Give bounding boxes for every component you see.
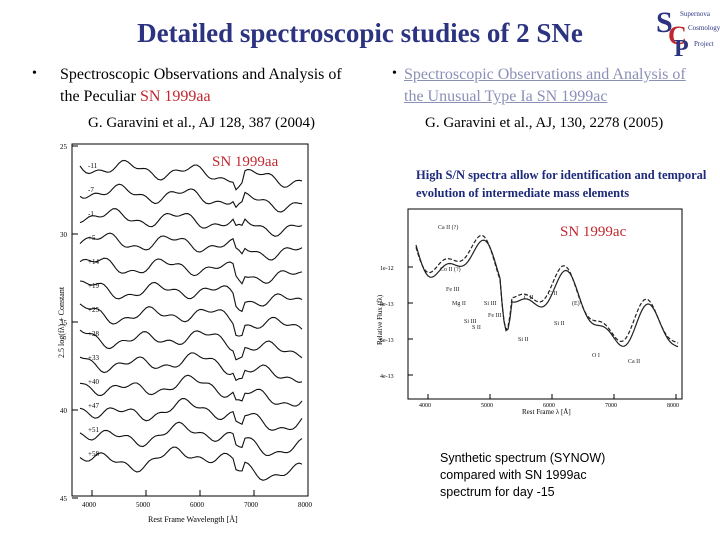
left-bullet: Spectroscopic Observations and Analysis … bbox=[60, 64, 360, 108]
left-bullet-highlight: SN 1999aa bbox=[139, 88, 211, 105]
epoch-label: -11 bbox=[88, 162, 98, 170]
spectrum-line bbox=[79, 280, 303, 313]
svg-text:S: S bbox=[656, 6, 673, 39]
line-id: Fe III bbox=[488, 313, 502, 319]
plot-frame bbox=[407, 208, 683, 400]
spectrum-line bbox=[79, 329, 303, 361]
y-tick-label: 25 bbox=[60, 143, 68, 151]
epoch-label: +14 bbox=[88, 258, 99, 266]
line-id: Si II bbox=[554, 321, 565, 327]
right-citation: G. Garavini et al., AJ, 130, 2278 (2005) bbox=[425, 115, 664, 131]
x-tick-label: 7000 bbox=[605, 403, 617, 409]
scp-logo: S C P Supernova Cosmology Project bbox=[656, 6, 720, 58]
synow-spectrum-line bbox=[415, 234, 679, 344]
line-id: Ca II (?) bbox=[438, 224, 458, 231]
line-id: Mg II bbox=[452, 301, 466, 307]
epoch-label: +47 bbox=[88, 402, 99, 410]
line-id: Ca II bbox=[628, 359, 640, 365]
y-tick-label: 6e-13 bbox=[380, 338, 394, 344]
spectrum-line bbox=[79, 398, 303, 431]
epoch-label: +40 bbox=[88, 378, 99, 386]
plot-frame bbox=[71, 143, 309, 497]
spectrum-line bbox=[79, 374, 303, 407]
y-tick-label: 45 bbox=[60, 495, 68, 503]
spectrum-line bbox=[79, 257, 303, 285]
observed-spectrum-line bbox=[415, 239, 679, 348]
left-x-axis-label: Rest Frame Wavelength [Å] bbox=[148, 515, 238, 524]
spectrum-line bbox=[79, 183, 303, 213]
line-id: O I bbox=[592, 353, 600, 359]
x-tick-label: 5000 bbox=[136, 501, 151, 509]
x-tick-label: 4000 bbox=[419, 403, 431, 409]
sn1999aa-spectra-plot: 25 30 35 40 45 4000 5000 6000 7000 8000 -11 -7 -1 +… bbox=[58, 143, 313, 524]
line-id: S II bbox=[472, 325, 481, 331]
epoch-label: +28 bbox=[88, 330, 99, 338]
x-tick-label: 6000 bbox=[543, 403, 555, 409]
sn1999aa-plot-label: SN 1999aa bbox=[212, 154, 279, 170]
y-tick-label: 4e-13 bbox=[380, 374, 394, 380]
x-tick-label: 6000 bbox=[190, 501, 205, 509]
line-identifications: Ca II (?) Co II (?) Fe III Mg II Si III … bbox=[438, 224, 640, 365]
epoch-label: -1 bbox=[88, 210, 94, 218]
y-tick-label: 30 bbox=[60, 231, 68, 239]
line-id: Fe III bbox=[446, 287, 460, 293]
spectrum-line bbox=[79, 303, 303, 337]
y-tick-label: 8e-13 bbox=[380, 302, 394, 308]
logo-line-3: Project bbox=[694, 40, 714, 48]
epoch-label: +33 bbox=[88, 354, 99, 362]
y-tick-label: 1e-12 bbox=[380, 266, 394, 272]
x-tick-label: 8000 bbox=[298, 501, 313, 509]
x-tick-label: 8000 bbox=[667, 403, 679, 409]
y-tick-label: 40 bbox=[60, 407, 68, 415]
svg-text:P: P bbox=[674, 36, 689, 58]
line-id: Si II bbox=[518, 337, 529, 343]
bullet-dot-left: • bbox=[32, 66, 37, 81]
line-id: Si III bbox=[464, 319, 477, 325]
epoch-label: +19 bbox=[88, 282, 99, 290]
epoch-label: +25 bbox=[88, 306, 99, 314]
x-tick-label: 7000 bbox=[244, 501, 259, 509]
left-y-axis-label: 2.5 log(fλ) + Constant bbox=[58, 286, 66, 358]
synow-caption: Synthetic spectrum (SYNOW) compared with… bbox=[440, 451, 606, 499]
svg-text:C: C bbox=[668, 21, 687, 50]
epoch-label: +5 bbox=[88, 234, 96, 242]
y-tick-label: 35 bbox=[60, 319, 68, 327]
right-x-axis-label: Rest Frame λ [Å] bbox=[522, 408, 571, 416]
epoch-label: +58 bbox=[88, 450, 99, 458]
spectrum-line bbox=[79, 421, 303, 457]
left-citation: G. Garavini et al., AJ 128, 387 (2004) bbox=[88, 115, 316, 131]
line-id: Co II (?) bbox=[440, 266, 461, 273]
bullet-dot-right: • bbox=[392, 66, 397, 81]
left-bullet-text: Spectroscopic Observations and Analysis … bbox=[60, 66, 342, 105]
right-bullet-link[interactable]: Spectroscopic Observations and Analysis … bbox=[404, 66, 686, 105]
spectrum-line bbox=[79, 352, 303, 383]
epoch-label: +51 bbox=[88, 426, 99, 434]
epoch-label: -7 bbox=[88, 186, 94, 194]
spectrum-line bbox=[79, 446, 303, 481]
evolution-note: High S/N spectra allow for identificatio… bbox=[416, 168, 707, 200]
x-tick-label: 4000 bbox=[82, 501, 97, 509]
logo-line-1: Supernova bbox=[680, 10, 711, 18]
x-tick-label: 5000 bbox=[481, 403, 493, 409]
line-id: C II bbox=[524, 295, 534, 301]
line-id: C II bbox=[548, 291, 558, 297]
sn1999ac-spectrum-plot: 1e-12 8e-13 6e-13 4e-13 4000 5000 6000 7000 800… bbox=[376, 208, 683, 416]
line-id: (E) bbox=[572, 300, 580, 307]
logo-line-2: Cosmology bbox=[688, 24, 720, 32]
spectrum-line bbox=[79, 159, 303, 191]
line-id: Si III bbox=[484, 301, 497, 307]
right-y-axis-label: Relative Flux (fλ) bbox=[376, 294, 384, 345]
spectrum-line bbox=[79, 208, 303, 237]
spectrum-line bbox=[79, 232, 303, 261]
sn1999ac-plot-label: SN 1999ac bbox=[560, 224, 627, 240]
page-title: Detailed spectroscopic studies of 2 SNe bbox=[137, 18, 583, 48]
